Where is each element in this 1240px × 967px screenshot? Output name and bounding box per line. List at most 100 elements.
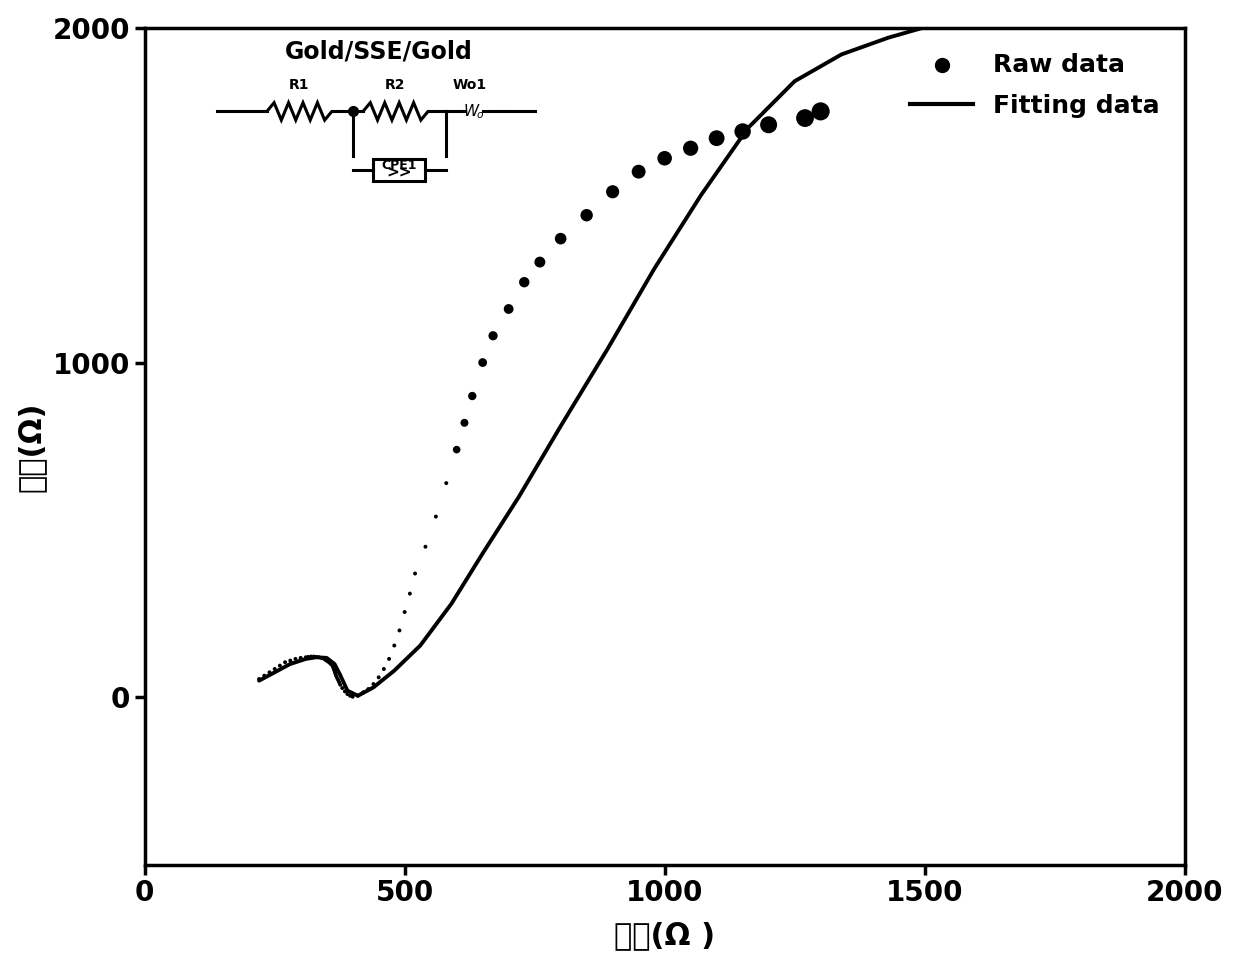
Raw data	[296, 650, 316, 665]
Text: R2: R2	[386, 78, 405, 92]
Raw data	[405, 566, 425, 581]
Raw data	[484, 328, 503, 343]
Raw data	[436, 476, 456, 491]
Fitting data	[413, 640, 428, 652]
Raw data	[299, 649, 319, 664]
Raw data	[259, 664, 279, 680]
Raw data	[325, 663, 345, 679]
Raw data	[322, 659, 342, 674]
Raw data	[254, 668, 274, 684]
Raw data	[265, 661, 285, 677]
Raw data	[389, 623, 409, 638]
Raw data	[317, 654, 337, 669]
Fitting data	[309, 652, 324, 663]
Raw data	[337, 687, 357, 702]
Raw data	[342, 689, 362, 705]
Raw data	[330, 677, 350, 692]
Fitting data	[693, 190, 708, 201]
Raw data	[270, 658, 290, 673]
Raw data	[249, 671, 269, 687]
Text: Wo1: Wo1	[453, 78, 487, 92]
Raw data	[319, 655, 339, 670]
Raw data	[363, 676, 383, 691]
Raw data	[322, 658, 342, 673]
Raw data	[415, 539, 435, 554]
Fitting data	[600, 343, 615, 355]
Raw data	[374, 661, 394, 677]
Raw data	[314, 651, 334, 666]
Raw data	[603, 184, 622, 199]
Raw data	[394, 604, 414, 620]
Raw data	[455, 415, 475, 430]
Raw data	[320, 656, 340, 671]
Raw data	[795, 110, 815, 126]
Fitting data	[512, 490, 527, 502]
Raw data	[655, 151, 675, 166]
Fitting data	[366, 682, 381, 693]
Raw data	[325, 664, 345, 680]
Raw data	[446, 442, 466, 457]
Raw data	[629, 164, 649, 180]
Fitting data	[332, 668, 347, 680]
Raw data	[326, 666, 346, 682]
Raw data	[358, 682, 378, 697]
Raw data	[811, 103, 831, 119]
Fitting data	[340, 685, 355, 696]
Raw data	[463, 389, 482, 404]
Fitting data	[268, 666, 283, 678]
Raw data	[304, 649, 324, 664]
Raw data	[290, 650, 310, 665]
Raw data	[309, 650, 329, 665]
Fitting data	[299, 653, 314, 664]
Fitting data	[647, 263, 662, 275]
Raw data	[340, 688, 360, 703]
Raw data	[384, 638, 404, 654]
Fitting data	[387, 665, 402, 677]
Raw data	[353, 685, 373, 700]
Fitting data	[553, 421, 568, 432]
Raw data	[335, 684, 355, 699]
Text: CPE1: CPE1	[382, 159, 417, 172]
Fitting data	[880, 32, 895, 44]
Raw data	[324, 660, 343, 676]
Raw data	[529, 254, 549, 270]
Raw data	[275, 655, 295, 670]
Raw data	[681, 140, 701, 156]
Raw data	[316, 652, 336, 667]
Raw data	[329, 672, 348, 688]
Raw data	[759, 117, 779, 132]
Fitting data	[787, 75, 802, 87]
Fitting data	[327, 659, 342, 670]
Legend: Raw data, Fitting data: Raw data, Fitting data	[898, 41, 1172, 131]
Raw data	[326, 668, 346, 684]
Text: >>: >>	[387, 165, 412, 181]
Text: Gold/SSE/Gold: Gold/SSE/Gold	[285, 39, 472, 63]
Fitting data	[444, 598, 459, 609]
Raw data	[311, 650, 331, 665]
Fitting data	[283, 659, 298, 670]
Text: $W_{\!o}$: $W_{\!o}$	[463, 103, 484, 121]
Fitting data	[319, 652, 334, 663]
Fitting data	[252, 675, 267, 687]
Raw data	[324, 661, 343, 677]
Line: Fitting data: Fitting data	[259, 24, 935, 695]
Raw data	[332, 681, 352, 696]
Raw data	[285, 651, 305, 666]
Raw data	[379, 651, 399, 666]
Raw data	[330, 675, 350, 690]
Text: R1: R1	[289, 78, 309, 92]
Raw data	[316, 653, 336, 668]
Fitting data	[835, 48, 849, 60]
Raw data	[348, 688, 368, 703]
Raw data	[301, 649, 321, 664]
Raw data	[321, 657, 341, 672]
Raw data	[401, 586, 420, 601]
Raw data	[733, 124, 753, 139]
Fitting data	[740, 123, 755, 134]
Raw data	[577, 208, 596, 223]
Raw data	[472, 355, 492, 370]
Raw data	[551, 231, 570, 247]
Raw data	[427, 509, 446, 524]
Y-axis label: 容抗(Ω): 容抗(Ω)	[16, 401, 46, 491]
Fitting data	[928, 18, 942, 30]
